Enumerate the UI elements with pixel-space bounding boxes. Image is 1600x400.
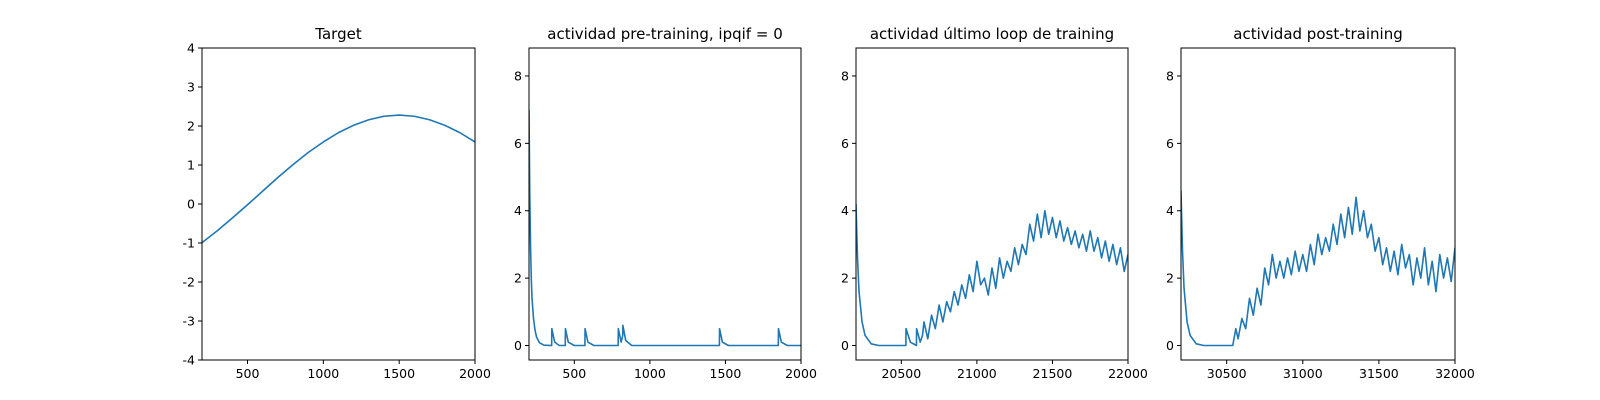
y-tick-label: 6 [841,136,849,151]
y-tick-label: 8 [514,68,522,83]
x-tick-label: 500 [236,366,260,381]
y-tick-label: 1 [187,158,195,173]
chart-title: Target [314,25,362,43]
y-tick-label: 8 [841,68,849,83]
x-tick-label: 21500 [1033,366,1073,381]
y-tick-label: 2 [1166,271,1174,286]
y-tick-label: 2 [841,271,849,286]
chart-title: actividad último loop de training [870,25,1114,43]
axes-frame [1180,47,1456,361]
y-tick-label: 2 [514,271,522,286]
y-tick-label: 8 [1166,68,1174,83]
x-tick-label: 20500 [881,366,921,381]
y-tick-label: -4 [183,353,196,368]
x-tick-label: 500 [562,366,586,381]
data-line [856,203,1128,347]
data-line [202,114,475,244]
data-line [529,109,801,347]
x-tick-label: 21000 [957,366,997,381]
y-tick-label: 0 [1166,338,1174,353]
x-tick-label: 1000 [307,366,339,381]
data-line [1181,190,1455,347]
chart-title: actividad post-training [1233,25,1402,43]
y-tick-label: 2 [187,119,195,134]
x-tick-label: 22000 [1108,366,1148,381]
x-tick-label: 31000 [1283,366,1323,381]
x-tick-label: 1500 [710,366,742,381]
y-tick-label: -1 [183,236,195,251]
x-tick-label: 32000 [1435,366,1475,381]
y-tick-label: 0 [841,338,849,353]
chart-title: actividad pre-training, ipqif = 0 [547,25,783,43]
axes-frame [528,47,802,361]
y-tick-label: 4 [514,203,522,218]
axes-frame [201,47,476,361]
x-tick-label: 1500 [383,366,415,381]
y-tick-label: 3 [187,80,195,95]
y-tick-label: 4 [1166,203,1174,218]
y-tick-label: -3 [183,314,195,329]
y-tick-label: 4 [187,41,195,56]
x-tick-label: 1000 [634,366,666,381]
y-tick-label: 6 [514,136,522,151]
y-tick-label: 4 [841,203,849,218]
y-tick-label: 6 [1166,136,1174,151]
y-tick-label: 0 [514,338,522,353]
y-tick-label: 0 [187,197,195,212]
x-tick-label: 31500 [1359,366,1399,381]
x-tick-label: 2000 [459,366,491,381]
axes-frame [855,47,1129,361]
y-tick-label: -2 [183,275,195,290]
x-tick-label: 30500 [1207,366,1247,381]
x-tick-label: 2000 [785,366,817,381]
